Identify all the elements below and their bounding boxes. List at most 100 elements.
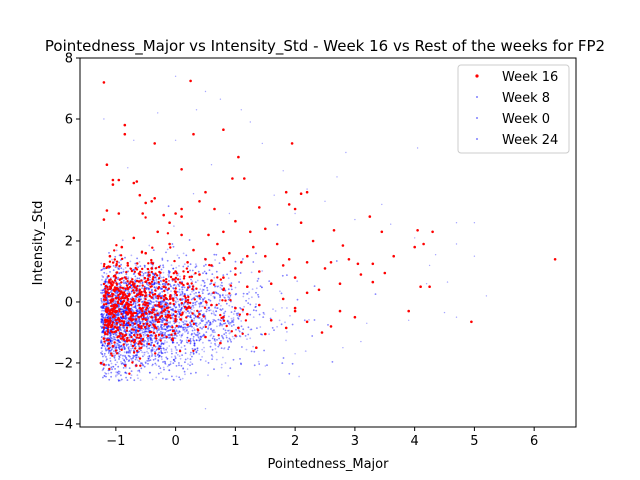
cloud-point: [100, 302, 103, 304]
cloud-point: [225, 334, 228, 337]
cloud-point: [201, 317, 204, 320]
cloud-point: [184, 330, 186, 333]
cloud-point: [163, 318, 165, 321]
cloud-point: [190, 316, 193, 319]
cloud-point: [106, 299, 109, 302]
cloud-point: [167, 292, 169, 294]
cloud-point: [134, 303, 137, 305]
cloud-point: [122, 311, 125, 314]
cloud-point: [118, 261, 120, 264]
cloud-point: [216, 285, 219, 288]
cloud-point: [138, 369, 141, 372]
cloud-point: [130, 357, 133, 360]
cloud-point: [115, 346, 118, 349]
cloud-point: [102, 297, 105, 299]
cloud-point: [228, 283, 231, 286]
cloud-point: [160, 321, 163, 323]
cloud-point: [199, 326, 202, 329]
cloud-point: [259, 285, 262, 287]
cloud-point: [253, 364, 256, 367]
cloud-point: [232, 319, 235, 321]
cloud-point: [162, 331, 165, 334]
cloud-point: [211, 329, 214, 332]
cloud-point: [115, 346, 118, 349]
cloud-point: [170, 350, 173, 353]
cloud-point: [122, 310, 125, 313]
cloud-point: [169, 329, 172, 332]
cloud-point: [135, 309, 138, 312]
cloud-point: [151, 355, 153, 357]
cloud-point: [137, 301, 139, 304]
cloud-point: [125, 350, 128, 353]
cloud-point: [114, 333, 116, 335]
cloud-point: [178, 265, 180, 267]
cloud-point: [134, 326, 137, 328]
cloud-point: [147, 338, 149, 341]
cloud-point: [107, 302, 110, 305]
cloud-point: [115, 344, 118, 347]
cloud-point: [209, 323, 212, 326]
cloud-point: [183, 370, 186, 373]
cloud-point: [115, 324, 118, 327]
cloud-point: [194, 348, 197, 351]
cloud-point: [135, 310, 138, 312]
cloud-point: [118, 344, 121, 346]
cloud-point: [214, 348, 217, 350]
cloud-point: [138, 345, 141, 348]
cloud-point: [189, 316, 192, 319]
cloud-point: [181, 340, 184, 342]
cloud-point: [164, 362, 167, 365]
cloud-point: [138, 285, 141, 288]
cloud-point: [191, 308, 193, 311]
cloud-point: [165, 328, 167, 331]
cloud-point: [109, 332, 111, 334]
cloud-point: [118, 358, 120, 360]
cloud-point: [200, 296, 203, 299]
cloud-point: [178, 334, 181, 336]
cloud-point: [177, 332, 179, 335]
cloud-point: [114, 302, 116, 304]
cloud-point: [178, 364, 180, 367]
cloud-point: [215, 351, 218, 354]
cloud-point: [282, 357, 285, 359]
cloud-point: [210, 333, 213, 336]
cloud-point: [132, 354, 135, 357]
cloud-point: [232, 358, 235, 361]
cloud-point: [165, 251, 167, 254]
cloud-point: [158, 329, 161, 331]
cloud-point: [135, 342, 138, 344]
cloud-point: [187, 265, 190, 268]
cloud-point: [156, 342, 159, 344]
cloud-point: [266, 364, 268, 367]
cloud-point: [196, 347, 199, 350]
cloud-point: [108, 364, 110, 367]
cloud-point: [119, 307, 122, 309]
cloud-point: [150, 321, 153, 324]
cloud-point: [162, 361, 164, 363]
cloud-point: [122, 367, 125, 369]
cloud-point: [154, 320, 157, 323]
cloud-point: [136, 277, 139, 280]
cloud-point: [179, 378, 182, 381]
cloud-point: [170, 356, 173, 358]
cloud-point: [234, 293, 237, 296]
cloud-point: [139, 312, 142, 315]
cloud-point: [182, 265, 185, 268]
cloud-point: [180, 336, 183, 338]
cloud-point: [119, 328, 121, 331]
cloud-point: [112, 336, 115, 338]
cloud-point: [128, 291, 131, 294]
cloud-point: [199, 338, 202, 341]
cloud-point: [105, 278, 107, 280]
cloud-point: [211, 358, 214, 360]
cloud-point: [247, 333, 250, 336]
cloud-point: [156, 281, 158, 283]
cloud-point: [193, 344, 196, 347]
cloud-point: [150, 321, 152, 324]
cloud-point: [122, 326, 124, 329]
cloud-point: [221, 334, 223, 337]
cloud-point: [286, 307, 288, 309]
cloud-point: [134, 305, 137, 308]
cloud-point: [205, 321, 208, 324]
cloud-point: [157, 314, 159, 317]
